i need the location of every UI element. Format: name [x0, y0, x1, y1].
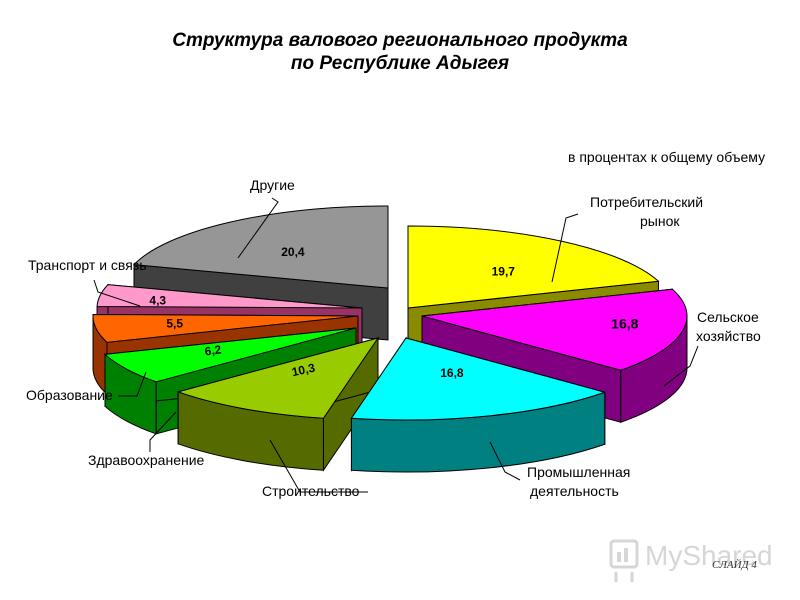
value-label-1: 16,8 [611, 316, 638, 332]
slice-top-0 [407, 225, 660, 309]
watermark-text: MyShared [645, 540, 773, 571]
slice-top-2 [350, 337, 607, 421]
slice-top-4 [103, 327, 357, 383]
category-label-4: Здравоохранение [88, 452, 205, 468]
watermark-icon [609, 539, 639, 582]
value-label-7: 20,4 [281, 245, 305, 259]
category-label-5: Образование [26, 387, 113, 403]
leader-line-1 [663, 345, 699, 387]
leader-line-0 [551, 213, 579, 283]
watermark: MyShared [609, 539, 773, 582]
chart-title-line1: Структура валового регионального продукт… [172, 30, 628, 51]
category-label-3: Строительство [262, 483, 360, 499]
leader-lines [93, 197, 699, 493]
slice-3 [176, 336, 380, 472]
leader-line-6 [93, 279, 141, 307]
category-label-2: Промышленная деятельность [527, 464, 630, 499]
value-label-6: 4,3 [149, 293, 166, 307]
category-labels: Потребительский рынок Сельское хозяйство Про… [26, 177, 761, 499]
slice-2 [350, 336, 607, 473]
category-label-6: Транспорт и связь [28, 257, 147, 273]
chart-title-line2: по Республике Адыгея [290, 53, 510, 74]
slice-top-3 [176, 337, 380, 419]
leader-line-5 [118, 371, 147, 397]
leader-line-7 [237, 197, 279, 259]
leader-line-3 [269, 439, 368, 493]
value-label-0: 19,7 [492, 264, 516, 278]
slide-number: СЛАЙД 4 [712, 559, 757, 571]
slice-top-6 [96, 284, 363, 309]
leader-line-2 [489, 441, 521, 481]
category-label-7: Другие [250, 177, 295, 193]
pie-slices [92, 205, 688, 473]
value-labels: 19,7 20,4 4,35,5 16,8 6,2 10,3 16,8 [149, 245, 638, 380]
value-label-5: 5,5 [166, 317, 183, 331]
slice-top-5 [92, 313, 359, 343]
unit-note: в процентах к общему объему [568, 149, 766, 165]
slice-top-7 [132, 205, 389, 289]
leader-line-4 [149, 411, 177, 452]
category-label-0: Потребительский рынок [590, 194, 703, 229]
slice-top-1 [421, 288, 688, 371]
category-label-1: Сельское хозяйство [696, 309, 761, 344]
value-label-4: 6,2 [204, 342, 223, 358]
value-label-2: 16,8 [440, 366, 464, 380]
value-label-3: 10,3 [290, 361, 316, 380]
